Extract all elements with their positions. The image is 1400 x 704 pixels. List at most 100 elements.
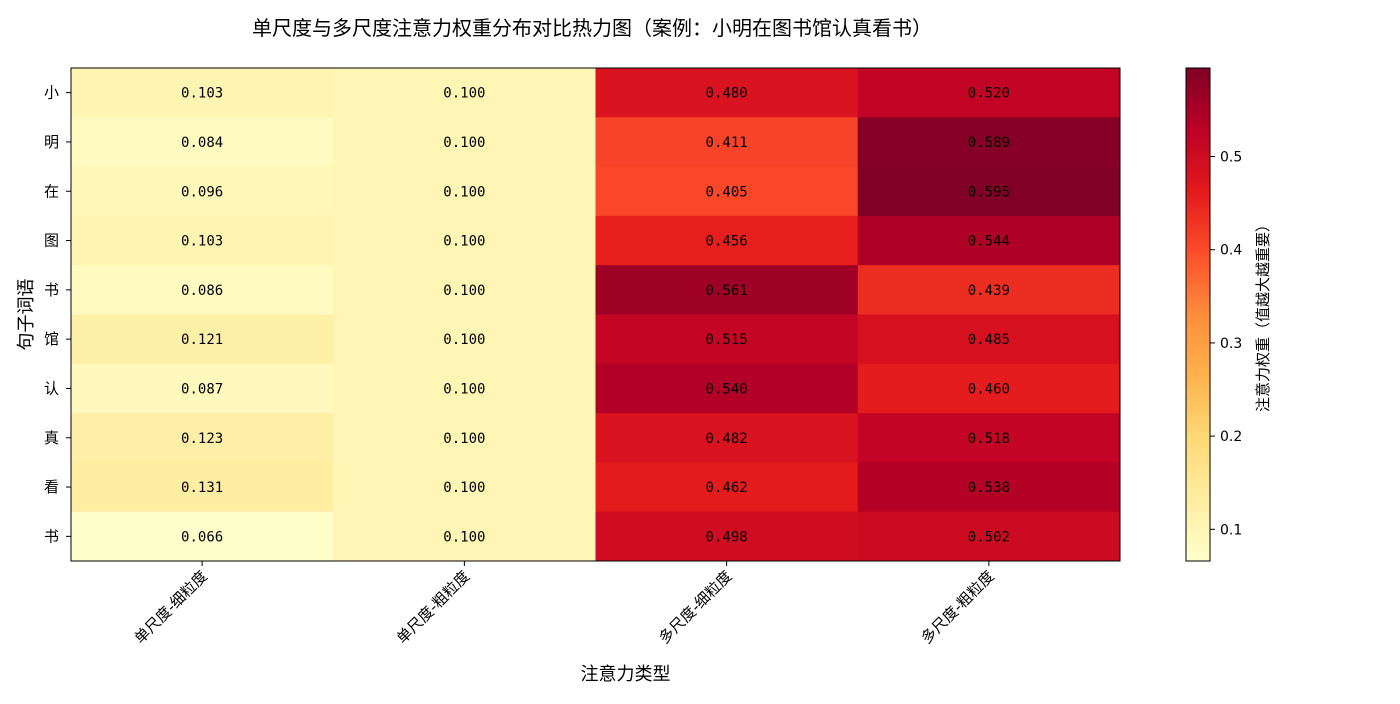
cell-value-label: 0.544 xyxy=(968,234,1010,250)
heatmap-cell xyxy=(857,265,1121,315)
cell-value-label: 0.131 xyxy=(181,480,223,496)
cell-value-label: 0.100 xyxy=(443,234,485,250)
heatmap-cell xyxy=(71,215,334,266)
colorbar-tick-label: 0.5 xyxy=(1220,150,1242,166)
cell-value-label: 0.411 xyxy=(706,135,748,151)
cell-value-label: 0.086 xyxy=(181,283,223,299)
cell-value-label: 0.561 xyxy=(706,283,748,299)
cell-value-label: 0.485 xyxy=(968,332,1010,348)
x-axis-ticks: 单尺度-细粒度 单尺度-粗粒度 多尺度-细粒度 多尺度-粗粒度 xyxy=(131,561,998,647)
cell-value-label: 0.121 xyxy=(181,332,223,348)
cell-value-label: 0.439 xyxy=(968,283,1010,299)
colorbar-label: 注意力权重（值越大越重要） xyxy=(1254,217,1272,412)
heatmap-cell xyxy=(333,166,596,217)
plot-frame xyxy=(70,67,1121,562)
heatmap-cell xyxy=(333,68,596,118)
cell-value-label: 0.482 xyxy=(706,431,748,447)
heatmap-cell xyxy=(71,117,334,168)
x-tick-label: 多尺度-细粒度 xyxy=(655,567,735,647)
cell-value-label: 0.066 xyxy=(181,529,223,545)
cell-value-label: 0.462 xyxy=(706,480,748,496)
x-tick-label: 多尺度-粗粒度 xyxy=(918,567,998,647)
x-tick-label: 单尺度-细粒度 xyxy=(131,567,211,647)
cell-value-label: 0.087 xyxy=(181,381,223,397)
cell-value-label: 0.100 xyxy=(443,184,485,200)
heatmap-cell xyxy=(857,215,1121,266)
heatmap-cell xyxy=(857,363,1121,414)
heatmap-cell xyxy=(857,462,1121,513)
colorbar-tick-label: 0.3 xyxy=(1220,336,1242,352)
cell-value-label: 0.405 xyxy=(706,184,748,200)
cell-value-label: 0.100 xyxy=(443,480,485,496)
heatmap-cell xyxy=(71,462,334,513)
y-tick-label: 书 xyxy=(44,527,59,545)
heatmap-cell xyxy=(333,511,596,562)
y-axis-ticks: 小明在图书馆认真看书 xyxy=(44,84,71,545)
cell-value-label: 0.096 xyxy=(181,184,223,200)
colorbar-tick-label: 0.4 xyxy=(1220,243,1242,259)
heatmap-cell xyxy=(595,363,859,414)
heatmap-cell xyxy=(71,68,334,118)
heatmap-cell xyxy=(71,166,334,217)
cell-value-label: 0.100 xyxy=(443,431,485,447)
y-tick-label: 馆 xyxy=(44,330,59,348)
cell-value-label: 0.100 xyxy=(443,381,485,397)
heatmap-cell xyxy=(857,413,1121,463)
cell-value-label: 0.456 xyxy=(706,234,748,250)
heatmap-cell xyxy=(595,413,859,463)
x-axis-label: 注意力类型 xyxy=(581,664,671,685)
cell-value-label: 0.538 xyxy=(968,480,1010,496)
heatmap-cell xyxy=(595,511,859,562)
y-tick-label: 小 xyxy=(44,84,59,102)
heatmap-cell xyxy=(333,462,596,513)
cell-value-label: 0.520 xyxy=(968,86,1010,102)
y-tick-label: 看 xyxy=(44,478,59,496)
cell-value-label: 0.084 xyxy=(181,135,223,151)
heatmap-cell xyxy=(857,68,1121,118)
cell-value-label: 0.100 xyxy=(443,529,485,545)
heatmap-cell xyxy=(333,314,596,365)
heatmap-cell xyxy=(71,265,334,315)
heatmap-cell xyxy=(333,413,596,463)
cell-value-label: 0.589 xyxy=(968,135,1010,151)
x-tick-label: 单尺度-粗粒度 xyxy=(393,567,473,647)
heatmap-cell xyxy=(595,215,859,266)
heatmap-cell xyxy=(71,413,334,463)
heatmap-cell xyxy=(857,511,1121,562)
heatmap-cell xyxy=(595,265,859,315)
cell-value-label: 0.100 xyxy=(443,135,485,151)
chart-title: 单尺度与多尺度注意力权重分布对比热力图（案例：小明在图书馆认真看书） xyxy=(252,16,932,40)
heatmap-cell xyxy=(333,363,596,414)
heatmap-cell xyxy=(595,314,859,365)
heatmap-cell xyxy=(857,314,1121,365)
y-tick-label: 图 xyxy=(44,232,59,250)
cell-value-label: 0.595 xyxy=(968,184,1010,200)
heatmap-cell xyxy=(595,166,859,217)
colorbar-tick-label: 0.2 xyxy=(1220,429,1242,445)
cell-value-label: 0.502 xyxy=(968,529,1010,545)
heatmap-cell xyxy=(71,511,334,562)
heatmap-cell xyxy=(595,117,859,168)
cell-value-label: 0.103 xyxy=(181,234,223,250)
y-tick-label: 认 xyxy=(44,379,59,397)
colorbar-tick-label: 0.1 xyxy=(1220,522,1242,538)
heatmap-cell xyxy=(595,68,859,118)
heatmap-cell xyxy=(333,215,596,266)
cell-value-label: 0.100 xyxy=(443,332,485,348)
cell-value-label: 0.480 xyxy=(706,86,748,102)
heatmap-cell xyxy=(857,117,1121,168)
heatmap-cell xyxy=(333,265,596,315)
cell-value-label: 0.460 xyxy=(968,381,1010,397)
cell-value-label: 0.103 xyxy=(181,86,223,102)
cell-value-label: 0.123 xyxy=(181,431,223,447)
cell-value-label: 0.540 xyxy=(706,381,748,397)
y-tick-label: 真 xyxy=(44,429,59,447)
heatmap-cell xyxy=(333,117,596,168)
heatmap-cell xyxy=(595,462,859,513)
y-tick-label: 书 xyxy=(44,281,59,299)
cell-value-label: 0.498 xyxy=(706,529,748,545)
heatmap-cell xyxy=(71,314,334,365)
cell-value-label: 0.515 xyxy=(706,332,748,348)
